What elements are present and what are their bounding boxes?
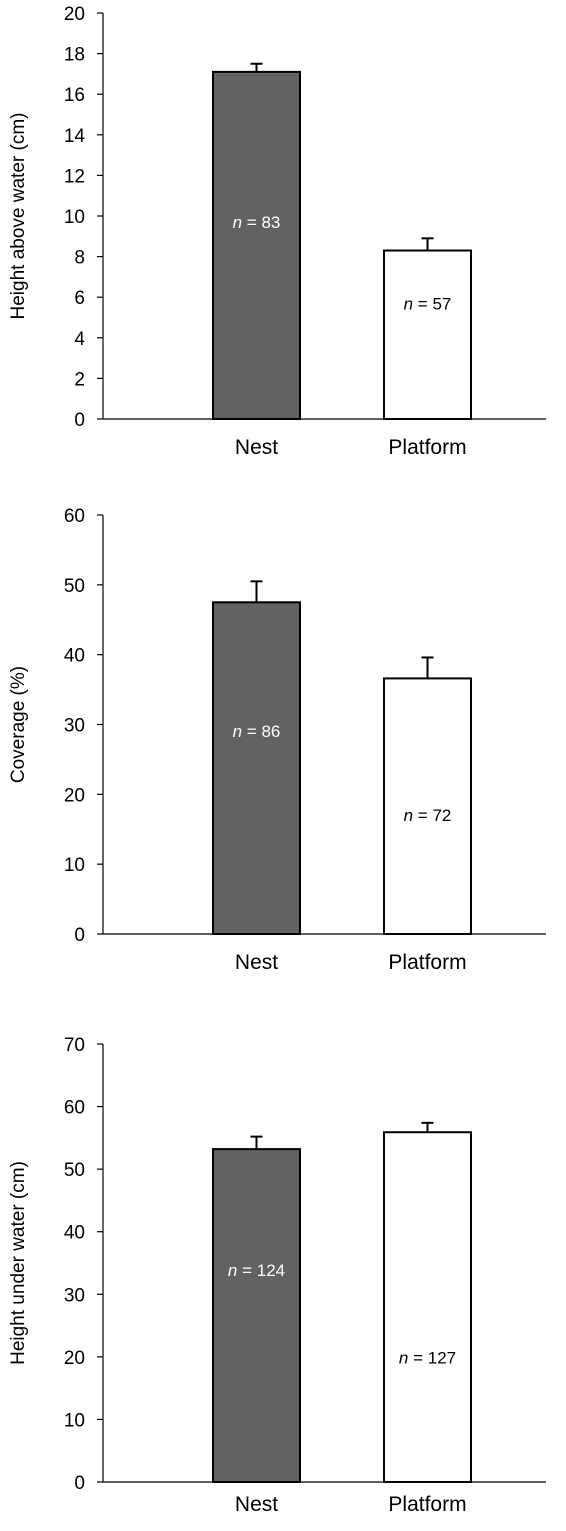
n-separator: = <box>242 213 261 232</box>
n-symbol: n <box>233 722 242 741</box>
y-tick-label: 40 <box>64 646 85 667</box>
y-tick-label: 0 <box>74 410 85 431</box>
y-tick-label: 2 <box>74 369 85 390</box>
y-tick-label: 4 <box>74 329 85 350</box>
y-tick-label: 18 <box>64 45 85 66</box>
y-axis-title: Height under water (cm) <box>8 1161 29 1365</box>
category-label: Nest <box>235 1493 278 1516</box>
n-value: 86 <box>261 722 280 741</box>
bar-nest <box>212 1148 301 1484</box>
n-separator: = <box>237 1261 256 1280</box>
y-tick-label: 14 <box>64 126 86 147</box>
n-separator: = <box>413 806 432 825</box>
n-separator: = <box>413 294 432 313</box>
y-tick-label: 20 <box>64 785 85 806</box>
n-label: n = 83 <box>233 213 281 232</box>
y-axis-title: Height above water (cm) <box>8 113 29 320</box>
category-label: Platform <box>388 1493 466 1516</box>
chart-height-under-water: 0 10 20 30 40 50 60 70 Height under water (cm) n … <box>8 1035 546 1516</box>
bar-nest <box>212 70 301 421</box>
n-symbol: n <box>228 1261 237 1280</box>
y-tick-label: 20 <box>64 1348 85 1369</box>
y-tick-label: 60 <box>64 1098 85 1119</box>
y-tick-label: 12 <box>64 166 85 187</box>
n-symbol: n <box>404 806 413 825</box>
category-label: Nest <box>235 951 278 974</box>
n-label: n = 124 <box>228 1261 285 1280</box>
n-label: n = 57 <box>404 294 452 313</box>
y-axis-title: Coverage (%) <box>8 666 29 783</box>
y-tick-label: 70 <box>64 1035 85 1056</box>
n-label: n = 72 <box>404 806 452 825</box>
n-value: 83 <box>261 213 280 232</box>
y-tick-label: 0 <box>74 1473 85 1494</box>
y-tick-label: 8 <box>74 248 85 269</box>
n-value: 72 <box>432 806 451 825</box>
y-tick-label: 10 <box>64 207 85 228</box>
bar-platform <box>383 249 472 420</box>
y-tick-label: 30 <box>64 716 85 737</box>
n-value: 57 <box>432 294 451 313</box>
chart-panel-height-under-water: 0 10 20 30 40 50 60 70 Height under water (cm) n … <box>0 1030 566 1526</box>
chart-panel-coverage: 0 10 20 30 40 50 60 Coverage (%) n = 86 Nest n = 7… <box>0 500 566 990</box>
y-tick-label: 50 <box>64 1160 85 1181</box>
category-label: Nest <box>235 436 278 459</box>
bar-platform <box>383 677 472 935</box>
n-label: n = 127 <box>399 1349 456 1368</box>
y-tick-label: 10 <box>64 855 85 876</box>
n-label: n = 86 <box>233 722 281 741</box>
n-symbol: n <box>399 1349 408 1368</box>
n-separator: = <box>242 722 261 741</box>
y-tick-label: 10 <box>64 1410 85 1431</box>
y-tick-label: 30 <box>64 1285 85 1306</box>
bar-nest <box>212 601 301 936</box>
y-tick-label: 16 <box>64 85 85 106</box>
category-label: Platform <box>388 951 466 974</box>
category-label: Platform <box>388 436 466 459</box>
y-tick-label: 50 <box>64 576 85 597</box>
n-value: 127 <box>428 1349 456 1368</box>
bar-platform <box>383 1131 472 1484</box>
y-tick-label: 60 <box>64 506 85 527</box>
n-symbol: n <box>233 213 242 232</box>
y-tick-label: 6 <box>74 288 85 309</box>
n-value: 124 <box>257 1261 285 1280</box>
y-tick-label: 0 <box>74 925 85 946</box>
chart-height-above-water: 0 2 4 6 8 10 12 14 16 18 20 Height above water (cm)… <box>8 4 546 459</box>
y-tick-label: 20 <box>64 4 85 25</box>
y-tick-label: 40 <box>64 1223 85 1244</box>
n-separator: = <box>408 1349 427 1368</box>
n-symbol: n <box>404 294 413 313</box>
chart-coverage: 0 10 20 30 40 50 60 Coverage (%) n = 86 Nest n = 7… <box>8 506 546 974</box>
chart-panel-height-above-water: 0 2 4 6 8 10 12 14 16 18 20 Height above water (cm)… <box>0 0 566 470</box>
